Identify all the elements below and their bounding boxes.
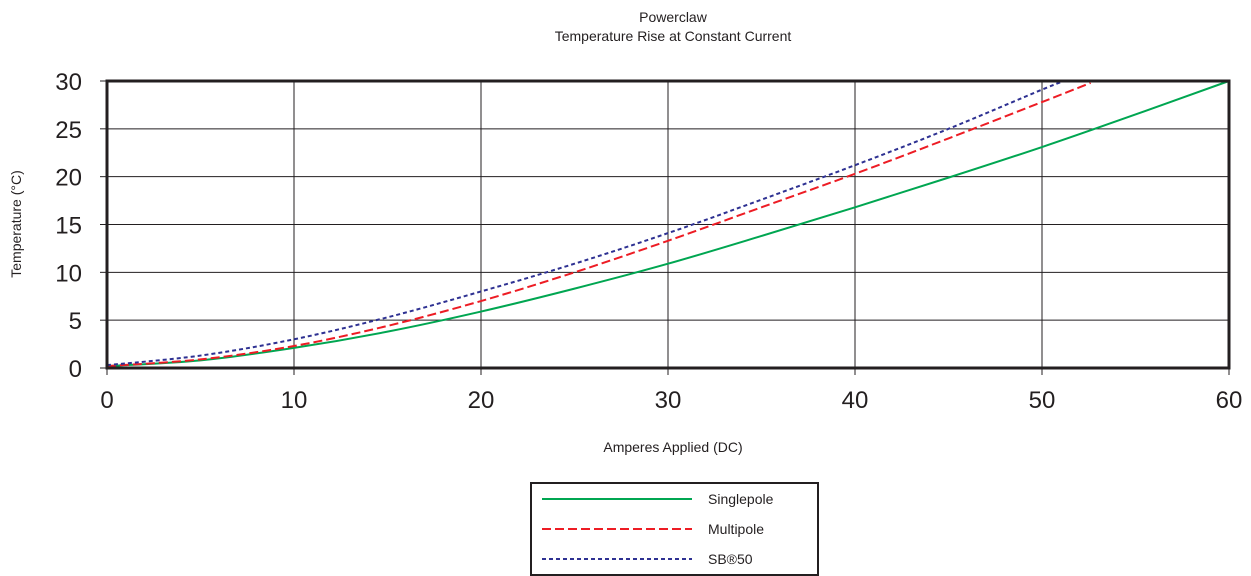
legend-label: Multipole	[708, 521, 764, 537]
chart-subtitle: Temperature Rise at Constant Current	[555, 28, 792, 44]
x-tick-label: 0	[100, 387, 113, 414]
tick-labels: 0 10 20 30 40 50 60 0 5 10 15 20 25 30	[55, 69, 1242, 414]
series-line-2	[106, 81, 1091, 368]
x-tick-label: 40	[842, 387, 869, 414]
y-tick-label: 20	[55, 165, 82, 192]
x-tick-label: 20	[468, 387, 495, 414]
y-tick-label: 10	[55, 260, 82, 287]
series-line-3	[106, 80, 1065, 367]
y-tick-label: 25	[55, 117, 82, 144]
y-tick-label: 5	[69, 308, 82, 335]
y-tick-label: 15	[55, 213, 82, 240]
grid	[107, 81, 1229, 368]
x-tick-label: 60	[1216, 387, 1243, 414]
y-tick-label: 0	[69, 356, 82, 383]
chart-title: Powerclaw	[639, 9, 708, 25]
y-axis-label: Temperature (°C)	[8, 170, 24, 278]
series-line-1	[106, 80, 1230, 368]
x-tick-label: 30	[655, 387, 682, 414]
legend-label: Singlepole	[708, 491, 774, 507]
legend: Singlepole Multipole SB®50	[530, 482, 819, 576]
x-tick-label: 50	[1029, 387, 1056, 414]
series-lines	[106, 80, 1230, 368]
x-tick-label: 10	[281, 387, 308, 414]
legend-label: SB®50	[708, 551, 753, 567]
y-tick-label: 30	[55, 69, 82, 96]
x-axis-label: Amperes Applied (DC)	[603, 439, 742, 455]
